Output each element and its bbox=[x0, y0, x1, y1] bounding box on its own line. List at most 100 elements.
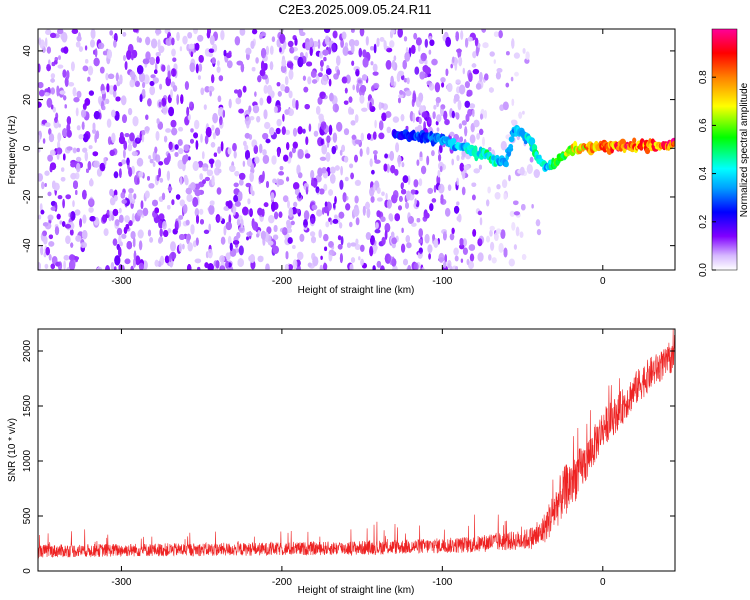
spectrogram-cell bbox=[340, 165, 343, 176]
spectrogram-cell bbox=[302, 75, 306, 81]
spectrogram-cell bbox=[271, 201, 276, 212]
spectrogram-cell bbox=[222, 109, 225, 118]
spectrogram-cell bbox=[159, 83, 163, 90]
spectrogram-cell bbox=[94, 48, 98, 58]
spectrogram-cell bbox=[44, 170, 50, 176]
spectrogram-cell bbox=[133, 193, 137, 200]
spectrogram-cell bbox=[458, 56, 463, 67]
spectrogram-cell bbox=[438, 154, 442, 162]
spectrogram-cell bbox=[227, 60, 233, 69]
spectrogram-cell bbox=[373, 43, 377, 54]
spectrogram-cell bbox=[109, 188, 114, 197]
spectrogram-cell bbox=[323, 233, 329, 242]
spectrogram-cell bbox=[297, 251, 304, 261]
spectrogram-cell bbox=[493, 59, 496, 64]
spectrogram-cell bbox=[44, 263, 49, 269]
spectrogram-cell bbox=[54, 226, 60, 236]
spectrogram-cell bbox=[164, 255, 170, 264]
spectrogram-cell bbox=[482, 42, 489, 49]
spectrogram-cell bbox=[254, 91, 257, 97]
x-tick-label: -300 bbox=[111, 276, 131, 287]
spectrogram-cell bbox=[217, 146, 221, 154]
spectrogram-cell bbox=[418, 228, 423, 238]
spectrogram-cell bbox=[416, 37, 422, 46]
spectrogram-cell bbox=[498, 242, 504, 253]
spectrogram-cell bbox=[259, 33, 263, 40]
spectrogram-cell bbox=[243, 140, 247, 147]
spectrogram-cell bbox=[394, 213, 401, 222]
spectrogram-cell bbox=[398, 205, 402, 211]
spectrogram-cell bbox=[462, 67, 465, 75]
spectrogram-cell bbox=[69, 260, 76, 270]
spectrogram-cell bbox=[384, 229, 388, 240]
spectrogram-cell bbox=[377, 197, 383, 202]
spectrogram-cell bbox=[498, 30, 503, 39]
spectrogram-cell bbox=[45, 37, 48, 48]
spectrogram-cell bbox=[236, 219, 241, 226]
spectrogram-cell bbox=[308, 123, 312, 132]
spectrogram-cell bbox=[70, 172, 77, 180]
spectrogram-cell bbox=[401, 162, 405, 168]
spectrogram-cell bbox=[439, 144, 443, 154]
spectrogram-cell bbox=[464, 100, 471, 108]
spectrogram-cell bbox=[165, 128, 172, 133]
spectrogram-cell bbox=[46, 46, 52, 54]
spectrogram-cell bbox=[138, 240, 143, 251]
spectrogram-cell bbox=[195, 140, 199, 150]
spectrogram-cell bbox=[297, 149, 304, 159]
spectrogram-cell bbox=[376, 187, 381, 194]
spectrogram-cell bbox=[50, 149, 56, 156]
spectrogram-cell bbox=[106, 49, 112, 59]
spectrogram-cell bbox=[130, 231, 136, 240]
spectrogram-cell bbox=[187, 242, 193, 252]
spectrogram-cell bbox=[199, 173, 203, 180]
spectrogram-cell bbox=[185, 219, 190, 226]
spectrogram-cell bbox=[373, 131, 377, 140]
spectrogram-cell bbox=[344, 87, 348, 94]
colorbar-tick-label: 0.6 bbox=[698, 118, 709, 132]
spectrogram-cell bbox=[242, 206, 249, 216]
spectrogram-cell bbox=[190, 224, 195, 235]
spectrogram-cell bbox=[227, 235, 232, 245]
spectrogram-cell bbox=[204, 262, 209, 268]
spectrogram-cell bbox=[167, 70, 171, 79]
spectrogram-cell bbox=[138, 171, 144, 178]
spectrogram-cell bbox=[444, 254, 448, 263]
spectrogram-cell bbox=[50, 87, 55, 95]
spectrogram-cell bbox=[326, 135, 331, 143]
spectrogram-cell bbox=[209, 35, 215, 45]
spectrogram-cell bbox=[362, 205, 366, 216]
spectrogram-cell bbox=[304, 104, 310, 110]
spectrogram-cell bbox=[421, 165, 427, 175]
spectrogram-cell bbox=[172, 85, 178, 92]
spectrogram-cell bbox=[109, 149, 115, 156]
spectrogram-cell bbox=[288, 207, 294, 218]
spectrogram-cell bbox=[514, 71, 519, 77]
spectrogram-cell bbox=[443, 261, 447, 269]
spectrogram-cell bbox=[286, 176, 290, 182]
spectrogram-cell bbox=[305, 136, 309, 145]
spectrogram-cell bbox=[284, 109, 290, 115]
spectrogram-cell bbox=[51, 256, 58, 265]
spectrogram-cell bbox=[321, 167, 327, 174]
spectrogram-cell bbox=[122, 32, 127, 37]
spectrogram-cell bbox=[285, 129, 290, 135]
spectrogram-cell bbox=[454, 93, 460, 102]
spectrogram-cell bbox=[252, 221, 259, 231]
spectrogram-cell bbox=[320, 60, 324, 67]
spectrogram-cell bbox=[138, 262, 144, 270]
spectrogram-cell bbox=[214, 127, 221, 136]
spectrogram-cell bbox=[285, 251, 289, 260]
spectrogram-cell bbox=[350, 242, 357, 247]
spectrogram-cell bbox=[495, 71, 501, 80]
spectrogram-cell bbox=[139, 94, 143, 103]
spectrogram-cell bbox=[242, 160, 246, 167]
spectrogram-cell bbox=[116, 227, 123, 236]
spectrogram-cell bbox=[355, 68, 360, 77]
spectrogram-cell bbox=[115, 96, 121, 102]
spectrogram-cell bbox=[41, 181, 45, 190]
spectrogram-cell bbox=[395, 142, 399, 153]
y-tick-label: 0 bbox=[22, 568, 33, 574]
spectrogram-cell bbox=[133, 258, 136, 268]
spectrogram-cell bbox=[406, 190, 411, 201]
